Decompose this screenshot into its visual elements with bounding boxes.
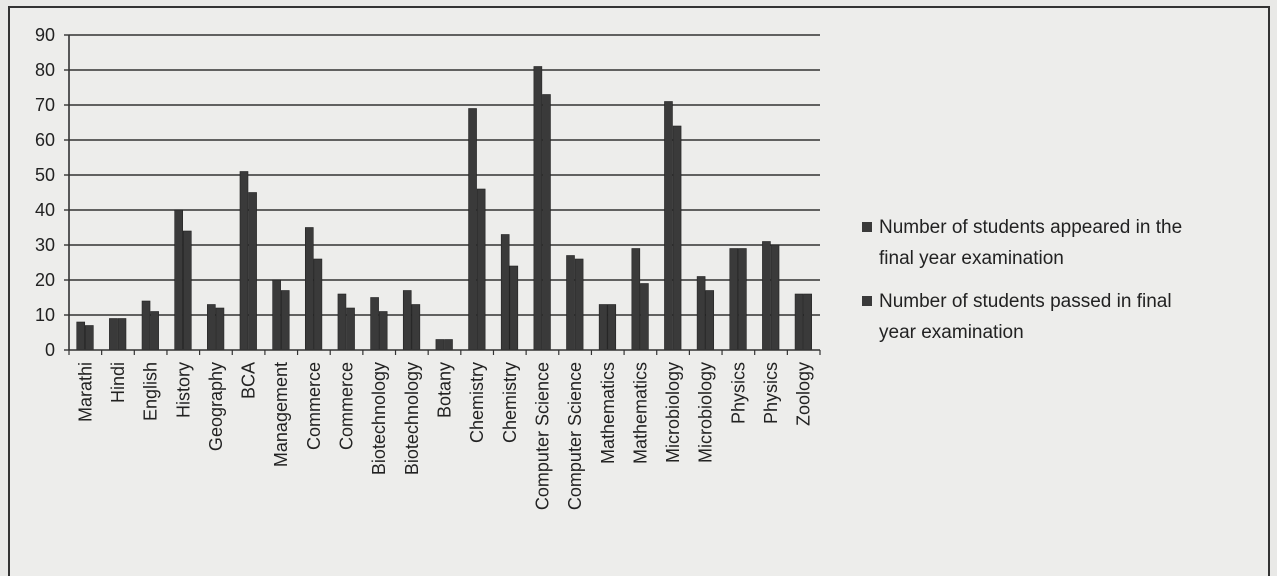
bar-passed xyxy=(280,290,290,351)
x-category-label: Mathematics xyxy=(630,362,650,464)
bar-appeared xyxy=(533,66,543,351)
x-category-label: Management xyxy=(271,362,291,467)
x-category-label: BCA xyxy=(239,362,259,399)
bar-appeared xyxy=(402,290,412,351)
bar-passed xyxy=(215,307,225,351)
x-category-label: English xyxy=(141,362,161,421)
bar-passed xyxy=(248,192,257,351)
y-tick-label: 0 xyxy=(45,340,55,360)
x-category-label: Zoology xyxy=(794,362,814,426)
bar-passed xyxy=(770,244,780,351)
bar-appeared xyxy=(631,248,641,351)
bar-appeared xyxy=(729,248,739,351)
x-category-label: History xyxy=(173,362,193,418)
axes xyxy=(68,35,821,355)
legend-label: Number of students appeared in the xyxy=(879,217,1182,238)
x-category-label: Marathi xyxy=(75,362,95,422)
bar-passed xyxy=(705,290,715,351)
x-category-label: Chemistry xyxy=(467,362,487,443)
y-axis-ticks: 0 10 20 30 40 50 60 70 80 90 xyxy=(35,25,69,360)
bar-passed xyxy=(542,94,551,351)
x-category-label: Hindi xyxy=(108,362,128,403)
chart-frame: 0 10 20 30 40 50 60 70 80 90 Marathi Hindi English H… xyxy=(8,6,1270,576)
bar-passed xyxy=(803,293,812,351)
bar-passed xyxy=(738,248,747,351)
bar-appeared xyxy=(370,297,379,351)
bar-appeared xyxy=(435,339,445,351)
legend-label: year examination xyxy=(879,322,1024,343)
bar-appeared xyxy=(109,318,118,351)
y-tick-label: 40 xyxy=(35,200,55,220)
x-category-label: Biotechnology xyxy=(369,362,389,475)
x-axis-categories: Marathi Hindi English History Geography BCA Ma… xyxy=(75,362,813,510)
bar-appeared xyxy=(207,304,216,351)
bar-passed xyxy=(411,304,421,351)
legend: Number of students appeared in the final … xyxy=(862,217,1182,343)
bar-passed xyxy=(313,258,323,351)
bar-appeared xyxy=(762,241,771,351)
gridlines xyxy=(69,34,820,316)
bar-appeared xyxy=(696,276,706,351)
bar-passed xyxy=(640,283,649,351)
y-tick-label: 60 xyxy=(35,130,55,150)
y-tick-label: 90 xyxy=(35,25,55,45)
bar-appeared xyxy=(141,300,151,351)
bar-passed xyxy=(444,339,453,351)
x-category-label: Geography xyxy=(206,362,226,451)
x-category-label: Chemistry xyxy=(500,362,520,443)
x-category-label: Computer Science xyxy=(565,362,585,510)
bar-passed xyxy=(378,311,388,351)
y-tick-label: 70 xyxy=(35,95,55,115)
bar-passed xyxy=(509,265,519,351)
y-tick-label: 30 xyxy=(35,235,55,255)
bar-appeared xyxy=(794,293,804,351)
bar-appeared xyxy=(304,227,314,351)
x-category-label: Commerce xyxy=(304,362,324,450)
y-tick-label: 80 xyxy=(35,60,55,80)
bar-passed xyxy=(150,311,159,351)
bar-passed xyxy=(574,258,584,351)
bar-appeared xyxy=(664,101,673,351)
bar-passed xyxy=(607,304,617,351)
bar-passed xyxy=(672,125,682,351)
bar-appeared xyxy=(566,255,575,351)
bar-chart: 0 10 20 30 40 50 60 70 80 90 Marathi Hindi English H… xyxy=(35,25,1182,510)
x-category-label: Microbiology xyxy=(696,362,716,463)
bar-appeared xyxy=(239,171,249,351)
legend-label: Number of students passed in final xyxy=(879,291,1172,312)
bar-passed xyxy=(85,325,94,351)
bar-appeared xyxy=(272,279,281,351)
legend-swatch xyxy=(862,296,872,306)
y-tick-label: 20 xyxy=(35,270,55,290)
bar-appeared xyxy=(598,304,608,351)
bar-appeared xyxy=(76,321,86,351)
x-category-label: Physics xyxy=(761,362,781,424)
legend-swatch xyxy=(862,222,872,232)
bar-passed xyxy=(346,307,355,351)
bar-appeared xyxy=(468,108,477,351)
x-category-label: Mathematics xyxy=(598,362,618,464)
y-tick-label: 10 xyxy=(35,305,55,325)
bar-appeared xyxy=(174,209,183,351)
y-tick-label: 50 xyxy=(35,165,55,185)
x-category-label: Botany xyxy=(435,362,455,418)
bars xyxy=(76,66,812,351)
bar-passed xyxy=(117,318,127,351)
x-category-label: Commerce xyxy=(337,362,357,450)
x-category-label: Physics xyxy=(728,362,748,424)
x-category-label: Microbiology xyxy=(663,362,683,463)
bar-passed xyxy=(476,188,486,351)
bar-appeared xyxy=(337,293,347,351)
x-category-label: Computer Science xyxy=(532,362,552,510)
x-category-label: Biotechnology xyxy=(402,362,422,475)
bar-passed xyxy=(182,230,192,351)
legend-label: final year examination xyxy=(879,248,1064,269)
bar-appeared xyxy=(500,234,510,351)
